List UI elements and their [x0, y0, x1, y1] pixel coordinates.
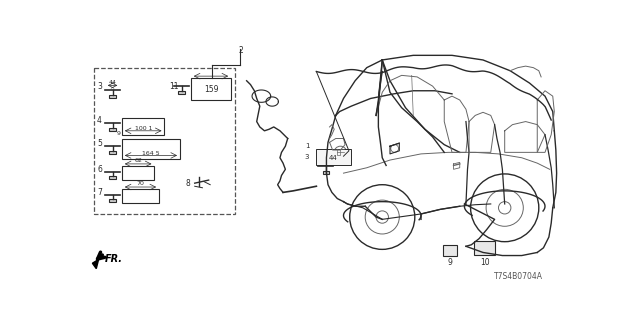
Bar [122, 166, 154, 180]
Text: T7S4B0704A: T7S4B0704A [495, 272, 543, 281]
Text: 5: 5 [97, 140, 102, 148]
Text: 100 1: 100 1 [135, 126, 152, 131]
Text: 9: 9 [116, 131, 121, 136]
Text: 7: 7 [97, 188, 102, 197]
Text: FR.: FR. [105, 254, 123, 264]
Polygon shape [92, 260, 99, 268]
Text: 9: 9 [447, 258, 452, 267]
Bar [122, 189, 159, 203]
Bar [109, 176, 116, 179]
Bar [323, 171, 329, 174]
Bar [109, 199, 116, 203]
Bar [109, 128, 116, 131]
Bar [474, 241, 495, 255]
Text: 3: 3 [305, 154, 309, 159]
Text: 44: 44 [109, 80, 116, 85]
Text: 70: 70 [136, 181, 145, 186]
Text: 11: 11 [169, 82, 179, 91]
Bar [179, 91, 184, 94]
Text: 44: 44 [329, 155, 338, 161]
Text: 6: 6 [97, 165, 102, 174]
Bar [443, 245, 457, 256]
Text: 159: 159 [204, 85, 218, 94]
Bar [94, 68, 235, 214]
Bar [122, 139, 180, 159]
Text: 3: 3 [97, 83, 102, 92]
Text: 164 5: 164 5 [143, 151, 160, 156]
Bar [316, 148, 351, 165]
Text: 2: 2 [238, 46, 243, 55]
Text: 1: 1 [305, 143, 309, 149]
Bar [191, 78, 231, 100]
Text: 10: 10 [480, 258, 490, 267]
Text: 62: 62 [134, 157, 142, 163]
Bar [109, 95, 116, 98]
Text: 8: 8 [186, 179, 190, 188]
Bar [109, 151, 116, 154]
Bar [122, 118, 164, 135]
Text: 4: 4 [97, 116, 102, 125]
